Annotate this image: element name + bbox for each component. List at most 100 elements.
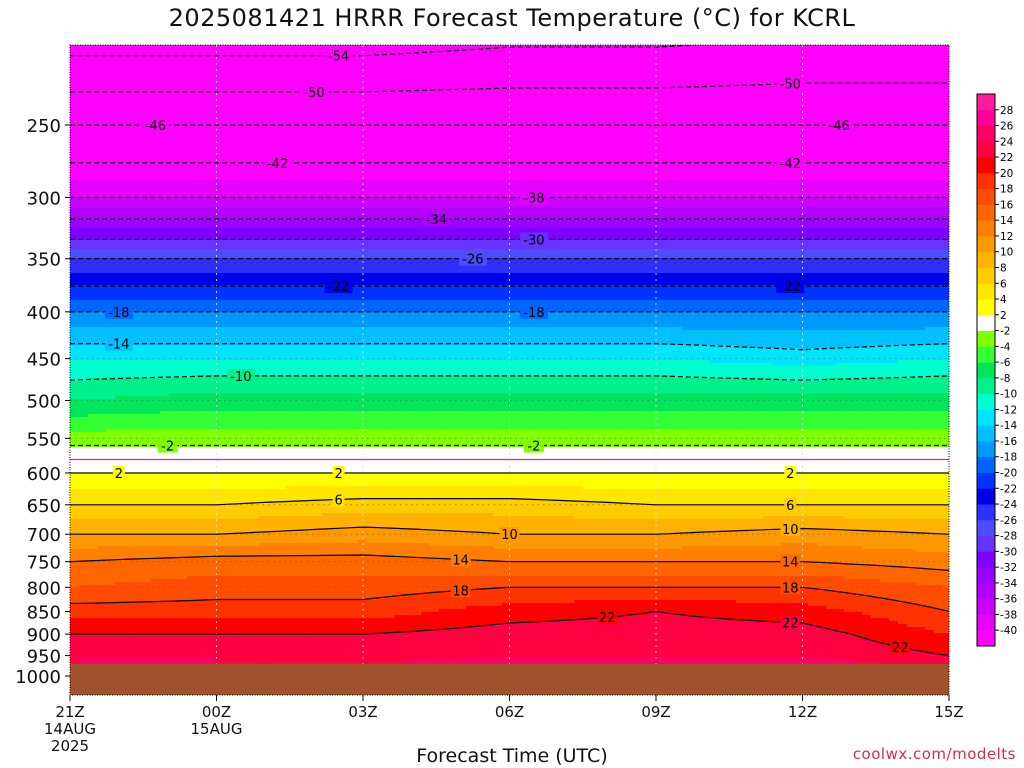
temperature-cell xyxy=(79,534,89,538)
temperature-cell xyxy=(124,402,134,406)
temperature-cell xyxy=(97,465,107,469)
temperature-cell xyxy=(142,441,152,445)
temperature-cell xyxy=(115,645,125,649)
temperature-cell xyxy=(124,303,134,307)
temperature-cell xyxy=(142,165,152,169)
temperature-cell xyxy=(133,417,143,421)
temperature-cell xyxy=(70,552,80,556)
temperature-cell xyxy=(70,393,80,397)
temperature-cell xyxy=(124,414,134,418)
temperature-cell xyxy=(70,462,80,466)
temperature-cell xyxy=(115,87,125,91)
temperature-cell xyxy=(124,609,134,613)
temperature-cell xyxy=(124,279,134,283)
temperature-cell xyxy=(133,300,143,304)
temperature-cell xyxy=(142,351,152,355)
temperature-cell xyxy=(70,81,80,85)
temperature-cell xyxy=(70,114,80,118)
temperature-cell xyxy=(133,255,143,259)
temperature-cell xyxy=(151,363,161,367)
temperature-cell xyxy=(97,321,107,325)
temperature-cell xyxy=(106,585,116,589)
temperature-cell xyxy=(79,456,89,460)
temperature-cell xyxy=(133,459,143,463)
temperature-cell xyxy=(133,627,143,631)
temperature-cell xyxy=(88,171,98,175)
temperature-cell xyxy=(106,147,116,151)
temperature-cell xyxy=(79,246,89,250)
temperature-cell xyxy=(142,636,152,640)
temperature-cell xyxy=(151,540,161,544)
temperature-cell xyxy=(142,189,152,193)
temperature-cell xyxy=(70,183,80,187)
temperature-cell xyxy=(115,279,125,283)
temperature-cell xyxy=(79,210,89,214)
temperature-cell xyxy=(106,252,116,256)
temperature-cell xyxy=(97,93,107,97)
temperature-cell xyxy=(142,195,152,199)
temperature-cell xyxy=(79,432,89,436)
temperature-cell xyxy=(115,213,125,217)
temperature-cell xyxy=(97,330,107,334)
temperature-cell xyxy=(124,594,134,598)
temperature-cell xyxy=(142,525,152,529)
temperature-cell xyxy=(97,498,107,502)
temperature-cell xyxy=(124,651,134,655)
temperature-cell xyxy=(97,156,107,160)
temperature-cell xyxy=(79,426,89,430)
temperature-cell xyxy=(151,72,161,76)
temperature-cell xyxy=(151,372,161,376)
temperature-cell xyxy=(106,609,116,613)
temperature-cell xyxy=(151,150,161,154)
temperature-cell xyxy=(124,654,134,658)
temperature-cell xyxy=(124,372,134,376)
temperature-cell xyxy=(79,117,89,121)
temperature-cell xyxy=(151,483,161,487)
temperature-cell xyxy=(79,114,89,118)
temperature-cell xyxy=(151,189,161,193)
temperature-cell xyxy=(106,159,116,163)
temperature-cell xyxy=(124,234,134,238)
temperature-cell xyxy=(151,222,161,226)
temperature-cell xyxy=(133,87,143,91)
temperature-cell xyxy=(88,552,98,556)
temperature-cell xyxy=(97,168,107,172)
temperature-cell xyxy=(142,432,152,436)
temperature-cell xyxy=(106,393,116,397)
temperature-cell xyxy=(88,537,98,541)
temperature-cell xyxy=(151,561,161,565)
temperature-cell xyxy=(142,207,152,211)
temperature-cell xyxy=(133,276,143,280)
temperature-cell xyxy=(133,63,143,67)
temperature-cell xyxy=(133,153,143,157)
temperature-cell xyxy=(115,111,125,115)
temperature-cell xyxy=(97,123,107,127)
temperature-cell xyxy=(97,210,107,214)
temperature-cell xyxy=(133,474,143,478)
temperature-cell xyxy=(115,294,125,298)
temperature-cell xyxy=(151,333,161,337)
temperature-cell xyxy=(115,492,125,496)
temperature-cell xyxy=(133,633,143,637)
temperature-cell xyxy=(79,240,89,244)
temperature-cell xyxy=(106,372,116,376)
temperature-cell xyxy=(124,222,134,226)
temperature-cell xyxy=(142,585,152,589)
temperature-cell xyxy=(70,300,80,304)
temperature-cell xyxy=(115,291,125,295)
temperature-cell xyxy=(142,537,152,541)
temperature-cell xyxy=(133,435,143,439)
temperature-cell xyxy=(142,153,152,157)
temperature-cell xyxy=(97,525,107,529)
temperature-cell xyxy=(151,213,161,217)
temperature-cell xyxy=(115,534,125,538)
temperature-cell xyxy=(70,531,80,535)
temperature-cell xyxy=(70,639,80,643)
temperature-cell xyxy=(70,606,80,610)
temperature-cell xyxy=(70,345,80,349)
temperature-cell xyxy=(133,228,143,232)
temperature-cell xyxy=(88,135,98,139)
temperature-cell xyxy=(124,375,134,379)
temperature-cell xyxy=(115,642,125,646)
temperature-cell xyxy=(115,63,125,67)
